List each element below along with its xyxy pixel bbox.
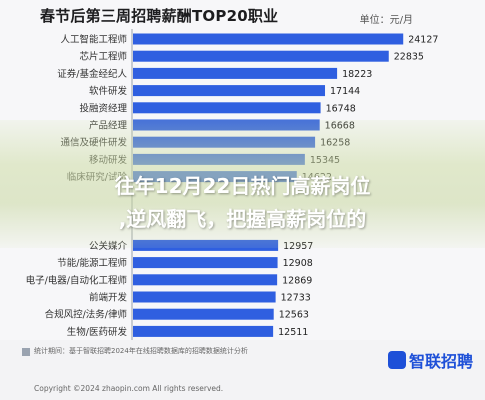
footer-copyright: Copyright ©2024 zhaopin.com All rights r… bbox=[34, 384, 224, 393]
category-label: 生物/医药研发 bbox=[67, 326, 128, 338]
value-label: 24127 bbox=[408, 35, 438, 46]
bar bbox=[133, 33, 404, 45]
category-label: 合规风控/法务/律师 bbox=[45, 309, 127, 321]
category-label: 前端开发 bbox=[89, 292, 128, 304]
category-label: 软件研发 bbox=[89, 85, 128, 97]
bar bbox=[133, 291, 276, 303]
bar bbox=[133, 274, 278, 286]
value-label: 12511 bbox=[278, 327, 308, 338]
category-label: 芯片工程师 bbox=[79, 51, 127, 63]
value-label: 12733 bbox=[281, 293, 311, 304]
brand-name: 智联招聘 bbox=[408, 352, 473, 371]
bar bbox=[133, 67, 338, 79]
value-label: 12869 bbox=[282, 275, 312, 286]
value-label: 12563 bbox=[279, 310, 309, 321]
value-label: 22835 bbox=[394, 52, 424, 63]
category-label: 投融资经理 bbox=[79, 102, 127, 114]
bar bbox=[133, 325, 274, 337]
overlay-headline-1: 往年12月22日热门高薪岗位 bbox=[114, 174, 371, 198]
category-label: 电子/电器/自动化工程师 bbox=[26, 274, 127, 286]
category-label: 证券/基金经纪人 bbox=[57, 68, 127, 80]
footer: 统计期间：基于智联招聘2024年在线招聘数据库的招聘数据统计分析 智联招聘 Co… bbox=[0, 340, 485, 400]
bar bbox=[133, 308, 274, 320]
value-label: 17144 bbox=[330, 86, 360, 97]
value-label: 12908 bbox=[283, 258, 313, 269]
bar bbox=[133, 85, 326, 97]
brand-logo: 智联招聘 bbox=[387, 348, 473, 372]
chart-title: 春节后第三周招聘薪酬TOP20职业 bbox=[40, 7, 279, 25]
category-label: 人工智能工程师 bbox=[60, 34, 127, 46]
bar bbox=[133, 257, 278, 269]
bar bbox=[133, 50, 389, 62]
bar bbox=[133, 102, 321, 114]
category-label: 节能/能源工程师 bbox=[57, 257, 127, 269]
unit-label: 单位：元/月 bbox=[359, 15, 413, 26]
value-label: 16748 bbox=[326, 103, 356, 114]
footer-note: 统计期间：基于智联招聘2024年在线招聘数据库的招聘数据统计分析 bbox=[34, 347, 248, 355]
brand-mark-icon bbox=[387, 351, 406, 369]
overlay-headline-2: ,逆风翻飞，把握高薪岗位的 bbox=[118, 207, 367, 231]
note-icon bbox=[22, 348, 30, 356]
overlay-band bbox=[0, 120, 485, 248]
value-label: 18223 bbox=[342, 69, 372, 80]
